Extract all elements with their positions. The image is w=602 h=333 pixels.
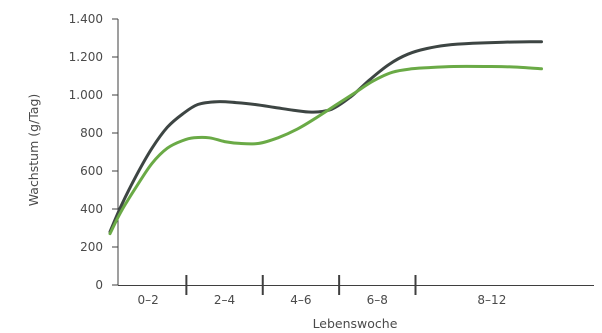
series-line-1 bbox=[108, 40, 543, 234]
x-tick-label: 2–4 bbox=[214, 293, 235, 307]
y-tick-label: 1.000 bbox=[69, 88, 103, 102]
y-tick-label: 1.200 bbox=[69, 50, 103, 64]
x-tick-label: 8–12 bbox=[477, 293, 506, 307]
y-tick-label: 800 bbox=[80, 126, 103, 140]
x-tick-label: 6–8 bbox=[367, 293, 388, 307]
x-tick-label: 0–2 bbox=[138, 293, 159, 307]
y-tick-label: 1.400 bbox=[69, 12, 103, 26]
y-axis-title: Wachstum (g/Tag) bbox=[26, 94, 41, 207]
series-lines bbox=[108, 40, 543, 236]
axes bbox=[112, 18, 594, 295]
series-line-2 bbox=[108, 64, 543, 236]
y-tick-labels: 0 200 400 600 800 1.000 1.200 1.400 bbox=[69, 12, 103, 292]
x-tick-labels: 0–2 2–4 4–6 6–8 8–12 bbox=[138, 293, 507, 307]
y-tick-label: 600 bbox=[80, 164, 103, 178]
y-tick-label: 0 bbox=[95, 278, 103, 292]
y-tick-label: 200 bbox=[80, 240, 103, 254]
y-tick-label: 400 bbox=[80, 202, 103, 216]
x-axis-title: Lebenswoche bbox=[313, 316, 398, 331]
x-tick-label: 4–6 bbox=[290, 293, 311, 307]
